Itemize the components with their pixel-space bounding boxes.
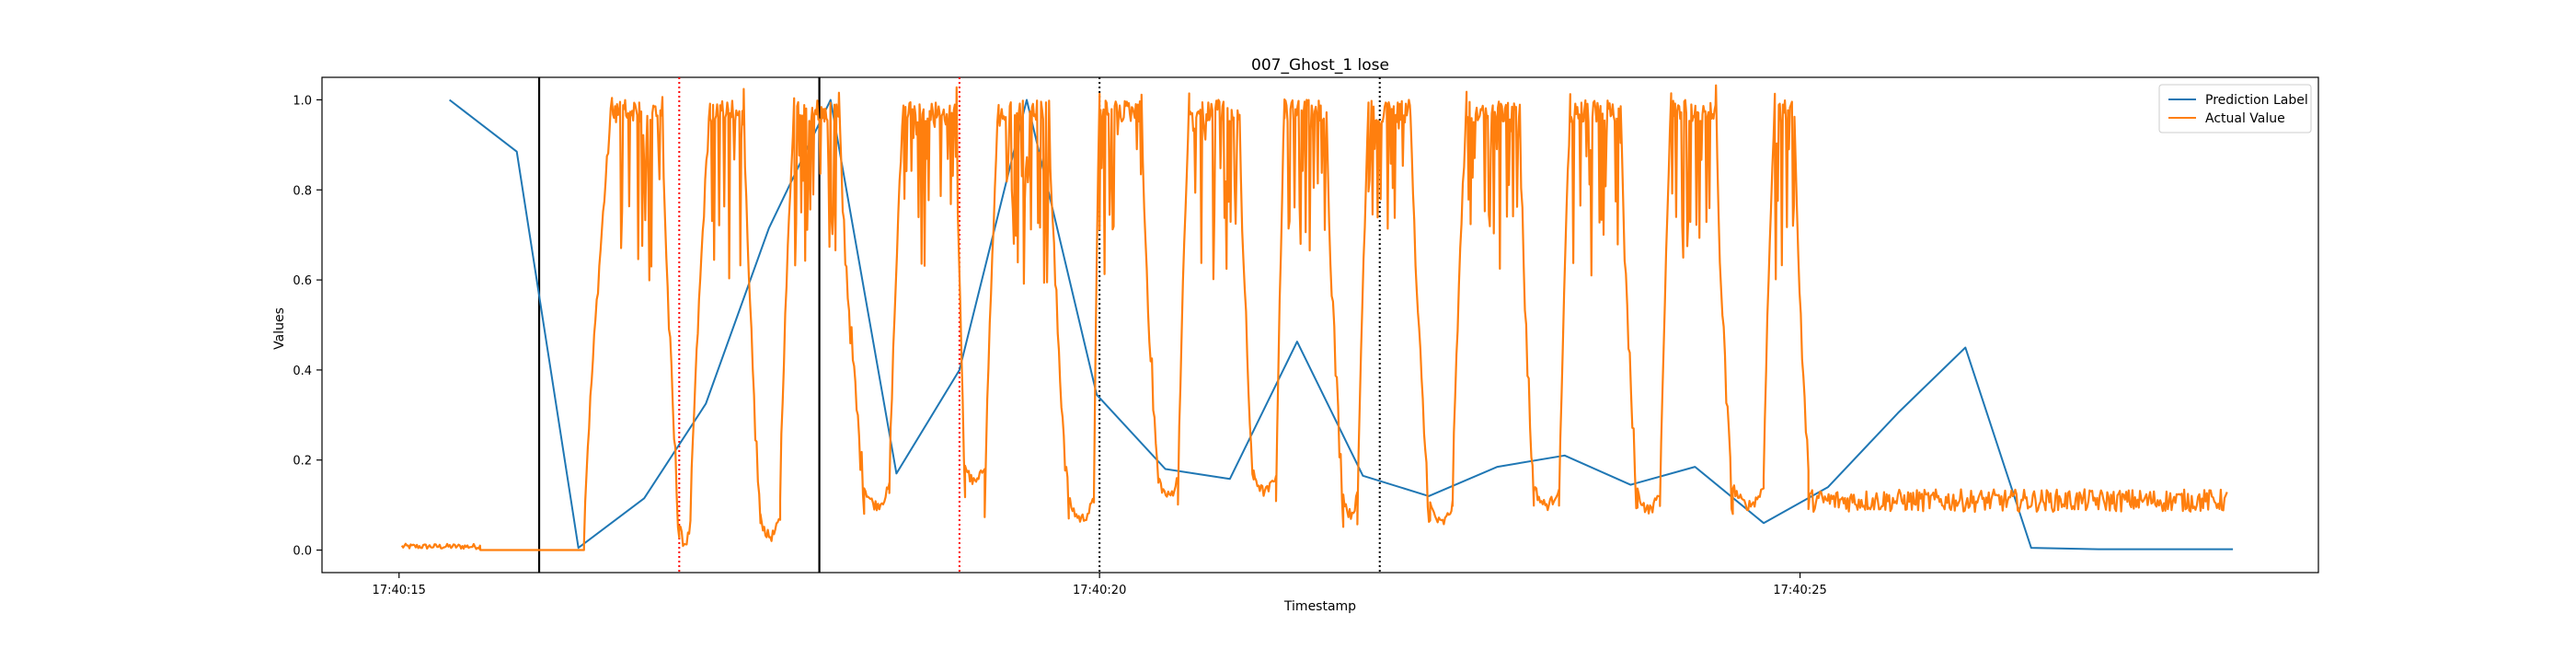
y-tick-label: 0.2 — [293, 455, 312, 469]
legend-label: Prediction Label — [2205, 93, 2308, 108]
legend: Prediction Label Actual Value — [2158, 84, 2312, 133]
y-tick-label: 0.0 — [293, 545, 312, 559]
y-tick-label: 1.0 — [293, 94, 312, 108]
y-tick-label: 0.4 — [293, 365, 312, 378]
plot-area: 0.0 0.2 0.4 0.6 0.8 1.0 17:40:15 17:40:20 17:40:… — [293, 76, 2319, 597]
y-tick-label: 0.8 — [293, 184, 312, 198]
y-axis-label: Values — [272, 307, 287, 350]
x-tick-label: 17:40:25 — [1773, 584, 1826, 597]
plot-frame — [321, 76, 2319, 574]
x-tick-label: 17:40:15 — [373, 584, 426, 597]
x-axis-label: Timestamp — [1283, 599, 1356, 614]
chart-title: 007_Ghost_1 lose — [1251, 56, 1389, 75]
series-line-prediction-label — [448, 99, 2234, 550]
series-line-actual-value — [400, 84, 2228, 551]
legend-box — [2158, 84, 2312, 133]
x-tick-label: 17:40:20 — [1073, 584, 1126, 597]
legend-label: Actual Value — [2205, 111, 2285, 126]
y-tick-label: 0.6 — [293, 274, 312, 288]
